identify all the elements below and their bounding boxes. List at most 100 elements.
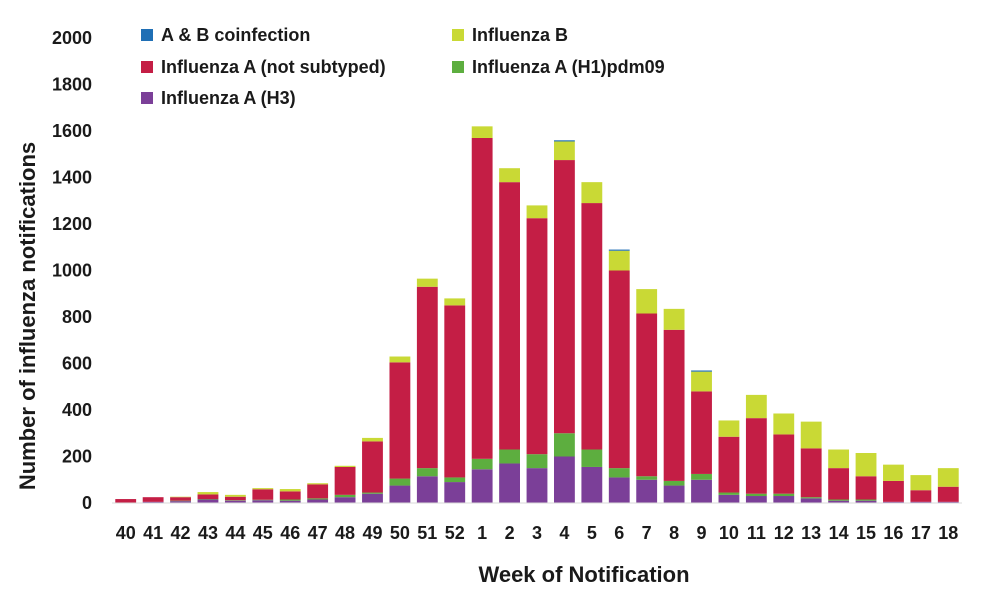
bar-segment bbox=[554, 141, 575, 161]
bar-segment bbox=[608, 270, 630, 469]
x-tick-label: 17 bbox=[911, 523, 931, 543]
bar-segment bbox=[910, 490, 932, 502]
x-tick-label: 47 bbox=[308, 523, 328, 543]
bar-segment bbox=[170, 501, 191, 503]
bar-segment bbox=[334, 497, 356, 503]
bar-segment bbox=[416, 468, 438, 477]
bars bbox=[115, 126, 959, 504]
x-tick-label: 14 bbox=[829, 523, 849, 543]
bar-segment bbox=[910, 475, 932, 491]
x-tick-label: 46 bbox=[280, 523, 300, 543]
x-tick-label: 16 bbox=[883, 523, 903, 543]
y-tick-label: 1800 bbox=[52, 75, 92, 95]
x-tick-label: 13 bbox=[801, 523, 821, 543]
bar-segment bbox=[800, 448, 822, 498]
bar-segment bbox=[307, 498, 329, 500]
x-tick-label: 48 bbox=[335, 523, 355, 543]
bar-segment bbox=[663, 329, 685, 481]
x-tick-label: 8 bbox=[669, 523, 679, 543]
bar-segment bbox=[526, 205, 548, 219]
legend-item: Influenza A (H3) bbox=[141, 88, 296, 108]
x-tick-label: 11 bbox=[747, 523, 766, 543]
bar-segment bbox=[773, 434, 795, 494]
bar-segment bbox=[444, 477, 466, 483]
x-tick-label: 42 bbox=[171, 523, 191, 543]
bar-segment bbox=[663, 308, 685, 330]
x-tick-label: 5 bbox=[587, 523, 597, 543]
bar-segment bbox=[608, 250, 630, 271]
y-tick-label: 400 bbox=[62, 400, 92, 420]
bar-segment bbox=[416, 286, 438, 469]
bar-segment bbox=[636, 479, 658, 503]
x-axis: 40 41 42 43 44 45 46 47 48 49 50 51 52 1 2 3 4 5 6 7 8 9 10 11 1… bbox=[112, 502, 962, 543]
bar-segment bbox=[581, 466, 603, 503]
bar-segment bbox=[937, 468, 959, 487]
bar-segment bbox=[416, 278, 438, 287]
x-tick-label: 41 bbox=[143, 523, 163, 543]
bar-segment bbox=[855, 499, 877, 501]
x-tick-label: 50 bbox=[390, 523, 410, 543]
bar-segment bbox=[718, 420, 740, 437]
bar-segment bbox=[224, 494, 246, 497]
bar-segment bbox=[800, 498, 822, 503]
legend-label: Influenza B bbox=[472, 25, 568, 45]
bar-segment bbox=[745, 496, 767, 503]
y-tick-label: 1000 bbox=[52, 261, 92, 281]
legend-swatch bbox=[452, 61, 464, 73]
bar-segment bbox=[828, 500, 850, 503]
bar-segment bbox=[855, 500, 877, 503]
bar-segment bbox=[279, 491, 301, 500]
legend-item: A & B coinfection bbox=[141, 25, 310, 45]
bar-segment bbox=[197, 492, 219, 495]
bar-segment bbox=[608, 249, 630, 251]
x-tick-label: 43 bbox=[198, 523, 218, 543]
x-tick-label: 3 bbox=[532, 523, 542, 543]
x-tick-label: 10 bbox=[719, 523, 739, 543]
legend-item: Influenza A (not subtyped) bbox=[141, 57, 386, 77]
bar-segment bbox=[170, 497, 191, 501]
x-tick-label: 7 bbox=[642, 523, 652, 543]
x-tick-label: 6 bbox=[614, 523, 624, 543]
x-tick-label: 51 bbox=[417, 523, 437, 543]
bar-segment bbox=[197, 494, 219, 500]
bar-segment bbox=[663, 485, 685, 503]
bar-segment bbox=[444, 305, 466, 478]
bar-segment bbox=[362, 437, 383, 442]
bar-segment bbox=[307, 484, 329, 499]
legend-swatch bbox=[141, 61, 153, 73]
x-tick-label: 9 bbox=[697, 523, 707, 543]
bar-segment bbox=[691, 370, 712, 372]
bar-segment bbox=[691, 371, 712, 392]
x-tick-label: 2 bbox=[505, 523, 515, 543]
bar-segment bbox=[608, 468, 630, 478]
bar-segment bbox=[224, 500, 246, 503]
x-axis-title: Week of Notification bbox=[478, 562, 689, 587]
bar-segment bbox=[142, 501, 164, 503]
x-tick-label: 12 bbox=[774, 523, 794, 543]
bar-segment bbox=[718, 436, 740, 493]
bar-segment bbox=[499, 449, 520, 464]
bar-segment bbox=[855, 453, 877, 477]
bar-segment bbox=[279, 489, 301, 492]
bar-segment bbox=[773, 413, 795, 435]
legend-item: Influenza B bbox=[452, 25, 568, 45]
bar-segment bbox=[554, 140, 575, 142]
bar-segment bbox=[581, 449, 603, 467]
legend-label: A & B coinfection bbox=[161, 25, 310, 45]
bar-segment bbox=[937, 486, 959, 502]
bar-segment bbox=[828, 468, 850, 500]
bar-segment bbox=[334, 466, 356, 495]
y-axis-title: Number of influenza notifications bbox=[15, 142, 40, 490]
bar-segment bbox=[691, 473, 712, 480]
y-tick-label: 600 bbox=[62, 354, 92, 374]
legend-item: Influenza A (H1)pdm09 bbox=[452, 57, 665, 77]
bar-segment bbox=[389, 362, 411, 479]
legend-label: Influenza A (not subtyped) bbox=[161, 57, 386, 77]
bar-segment bbox=[554, 456, 575, 503]
bar-segment bbox=[471, 126, 493, 138]
bar-segment bbox=[416, 476, 438, 503]
bar-segment bbox=[554, 160, 575, 434]
bar-segment bbox=[855, 476, 877, 500]
x-tick-label: 45 bbox=[253, 523, 273, 543]
